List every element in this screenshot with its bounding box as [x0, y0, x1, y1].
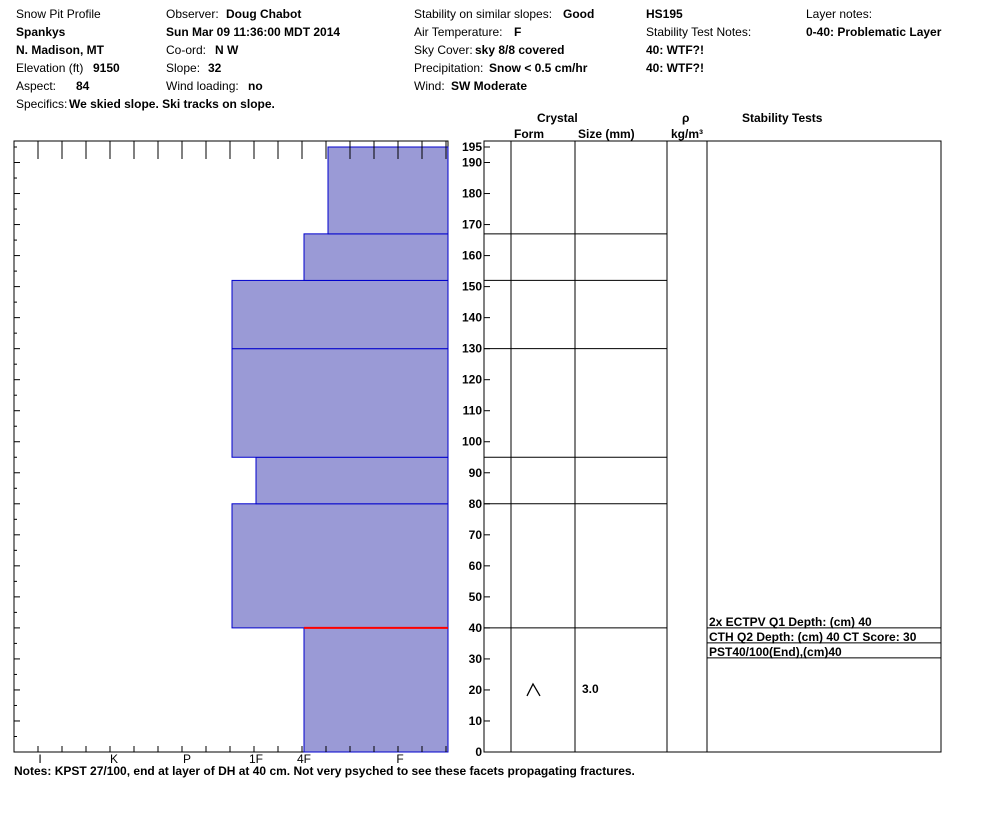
- crystal-size-value: 3.0: [582, 682, 599, 696]
- stability-test-entry: 2x ECTPV Q1 Depth: (cm) 40: [709, 615, 872, 629]
- hardness-layer-bar: [231, 348, 449, 458]
- aspect-label: Aspect:: [16, 79, 57, 93]
- hardness-tick-label: K: [110, 752, 118, 766]
- stability-test-entry: CTH Q2 Depth: (cm) 40 CT Score: 30: [709, 630, 917, 644]
- slope-label: Slope:: [166, 61, 201, 75]
- specifics-label: Specifics:: [16, 97, 68, 111]
- layer-notes-value: 0-40: Problematic Layer: [806, 25, 942, 39]
- crystal-header: Crystal: [537, 111, 578, 125]
- depth-tick-label: 180: [462, 187, 482, 201]
- depth-tick-label: 120: [462, 373, 482, 387]
- precipitation-value: Snow < 0.5 cm/hr: [489, 61, 588, 75]
- elevation-label: Elevation (ft): [16, 61, 84, 75]
- wind-value: SW Moderate: [451, 79, 528, 93]
- slope-value: 32: [208, 61, 222, 75]
- form-header: Form: [514, 127, 544, 141]
- stability-value: Good: [563, 7, 595, 21]
- hardness-layer-bar: [303, 627, 449, 753]
- air-temp-label: Air Temperature:: [414, 25, 503, 39]
- hardness-layer-bar: [327, 146, 449, 235]
- depth-tick-label: 80: [469, 497, 483, 511]
- size-header: Size (mm): [578, 127, 635, 141]
- depth-tick-label: 190: [462, 156, 482, 170]
- layer-notes-label: Layer notes:: [806, 7, 873, 21]
- observer-value: Doug Chabot: [226, 7, 302, 21]
- depth-tick-label: 110: [463, 404, 483, 418]
- hardness-layer-bar: [231, 503, 449, 629]
- stability-tests-header: Stability Tests: [742, 111, 823, 125]
- stability-note: 40: WTF?!: [646, 61, 704, 75]
- stability-tests-panel: [706, 140, 942, 753]
- total-depth: HS195: [646, 7, 683, 21]
- depth-hoar-icon: [526, 682, 541, 697]
- depth-tick-label: 60: [469, 559, 483, 573]
- depth-tick-label: 0: [475, 745, 482, 759]
- density-unit-header: kg/m³: [671, 127, 704, 141]
- observer-label: Observer:: [166, 7, 219, 21]
- stability-note: 40: WTF?!: [646, 43, 704, 57]
- density-panel: [666, 140, 708, 753]
- depth-tick-label: 160: [462, 249, 482, 263]
- hardness-tick-label: F: [396, 752, 403, 766]
- coord-value: N W: [215, 43, 239, 57]
- depth-tick-label: 50: [469, 590, 483, 604]
- depth-tick-label: 100: [462, 435, 482, 449]
- hardness-tick-label: P: [183, 752, 191, 766]
- depth-tick-label: 30: [469, 652, 483, 666]
- wind-loading-value: no: [248, 79, 263, 93]
- page-title: Snow Pit Profile: [16, 7, 101, 21]
- hardness-tick-label: I: [38, 752, 41, 766]
- aspect-value: 84: [76, 79, 90, 93]
- sky-cover-value: sky 8/8 covered: [475, 43, 565, 57]
- hardness-tick-label: 4F: [297, 752, 311, 766]
- depth-tick-label: 20: [469, 683, 483, 697]
- location-name: Spankys: [16, 25, 66, 39]
- stability-notes-label: Stability Test Notes:: [646, 25, 752, 39]
- precipitation-label: Precipitation:: [414, 61, 484, 75]
- depth-tick-label: 140: [462, 311, 482, 325]
- hardness-layer-bar: [231, 279, 449, 350]
- notes: Notes: KPST 27/100, end at layer of DH a…: [14, 764, 635, 778]
- hardness-layer-bar: [255, 456, 449, 505]
- depth-tick-label: 10: [469, 714, 483, 728]
- depth-tick-label: 40: [469, 621, 483, 635]
- specifics-value: We skied slope. Ski tracks on slope.: [69, 97, 275, 111]
- density-header: ρ: [682, 111, 690, 125]
- depth-tick-label: 195: [462, 140, 482, 154]
- wind-loading-label: Wind loading:: [166, 79, 239, 93]
- depth-tick-label: 130: [462, 342, 482, 356]
- notes-label: Notes:: [14, 764, 52, 778]
- hardness-layer-bar: [303, 233, 449, 281]
- air-temp-value: F: [514, 25, 522, 39]
- hardness-tick-label: 1F: [249, 752, 263, 766]
- depth-tick-label: 170: [462, 218, 482, 232]
- observation-datetime: Sun Mar 09 11:36:00 MDT 2014: [166, 25, 341, 39]
- sky-cover-label: Sky Cover:: [414, 43, 473, 57]
- coord-label: Co-ord:: [166, 43, 207, 57]
- depth-tick-label: 70: [469, 528, 483, 542]
- notes-text: KPST 27/100, end at layer of DH at 40 cm…: [54, 764, 635, 778]
- region: N. Madison, MT: [16, 43, 104, 57]
- stability-test-entry: PST40/100(End),(cm)40: [709, 645, 842, 659]
- depth-tick-label: 150: [462, 280, 482, 294]
- elevation-value: 9150: [93, 61, 120, 75]
- wind-label: Wind:: [414, 79, 445, 93]
- depth-tick-label: 90: [469, 466, 483, 480]
- stability-label: Stability on similar slopes:: [414, 7, 553, 21]
